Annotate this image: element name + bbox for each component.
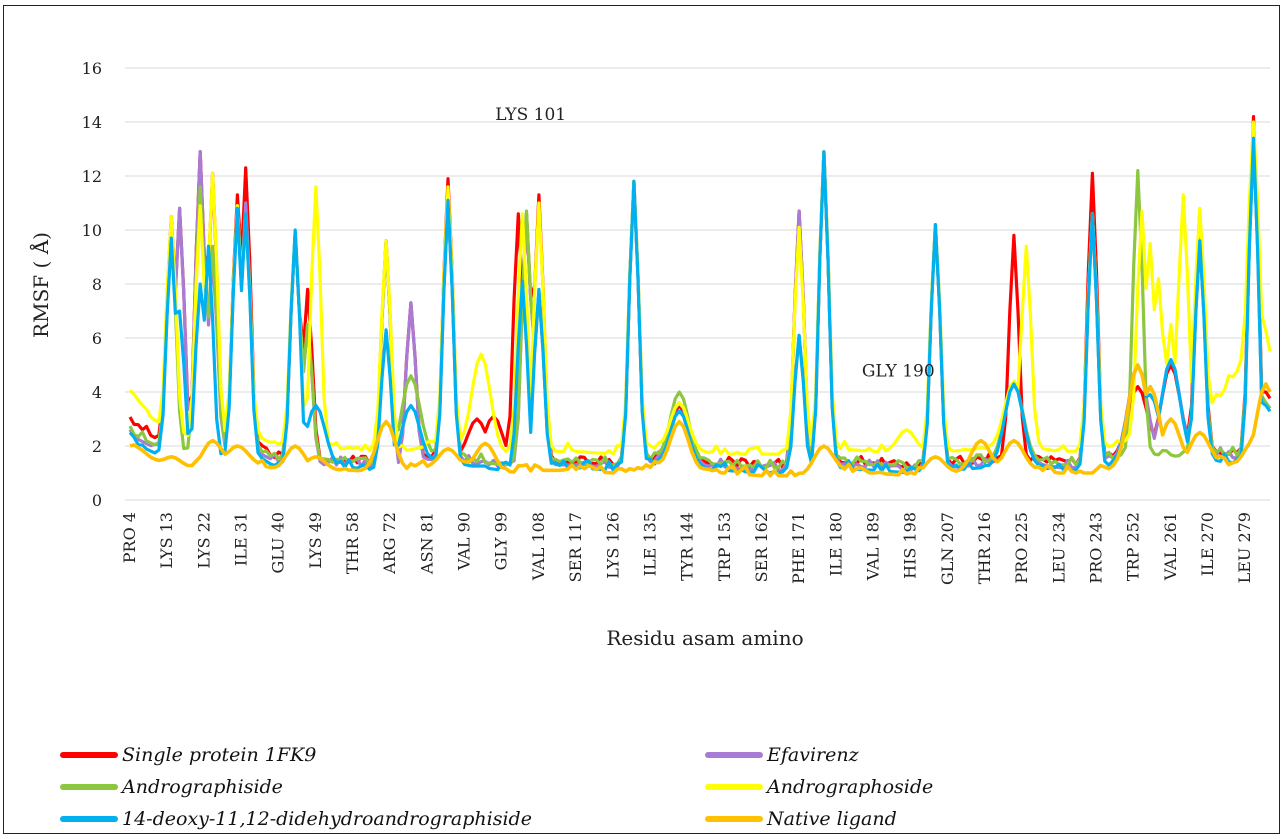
legend-swatch: [705, 752, 763, 758]
x-tick-label: GLU 40: [269, 512, 288, 573]
y-tick-label: 0: [92, 491, 102, 510]
legend-swatch: [60, 752, 118, 758]
x-tick-label: LEU 279: [1235, 512, 1254, 583]
x-tick-label: ILE 135: [640, 512, 659, 576]
x-tick-label: SER 162: [752, 512, 771, 582]
x-tick-label: ILE 270: [1198, 512, 1217, 576]
x-tick-label: VAL 189: [863, 512, 882, 581]
legend-label: Efavirenz: [767, 744, 859, 766]
x-tick-label: PRO 243: [1087, 512, 1106, 584]
legend-swatch: [705, 816, 763, 822]
y-tick-labels: 0 2 4 6 8 10 12 14 16: [82, 59, 102, 510]
x-axis-title: Residu asam amino: [606, 626, 803, 650]
y-tick-label: 12: [82, 167, 102, 186]
legend-swatch: [60, 816, 118, 822]
y-axis-title: RMSF ( Å): [28, 232, 53, 338]
x-tick-label: PRO 225: [1012, 512, 1031, 584]
x-tick-labels: PRO 4 LYS 13 LYS 22 ILE 31 GLU 40 LYS 49 THR 5…: [120, 512, 1254, 585]
legend-item: Andrographiside: [60, 774, 283, 800]
series-lines: [128, 115, 1272, 478]
x-tick-label: LYS 13: [157, 512, 176, 569]
x-tick-label: LYS 49: [306, 512, 325, 569]
x-tick-label: PRO 4: [120, 512, 139, 563]
legend-item: Native ligand: [705, 806, 897, 832]
legend-swatch: [705, 784, 763, 790]
y-tick-label: 16: [82, 59, 102, 78]
legend-item: Andrographoside: [705, 774, 933, 800]
legend-item: 14-deoxy-11,12-didehydroandrographiside: [60, 806, 532, 832]
x-tick-label: VAL 261: [1161, 512, 1180, 581]
x-tick-label: THR 58: [343, 512, 362, 574]
legend-label: 14-deoxy-11,12-didehydroandrographiside: [122, 808, 532, 830]
x-tick-label: PHE 171: [789, 512, 808, 584]
y-tick-label: 6: [92, 329, 102, 348]
y-tick-label: 2: [92, 437, 102, 456]
x-tick-label: VAL 108: [529, 512, 548, 581]
series-line: [128, 120, 1272, 456]
series-line: [129, 363, 1272, 478]
y-tick-label: 8: [92, 275, 102, 294]
annotations: LYS 101 GLY 190: [495, 105, 935, 381]
x-tick-label: THR 216: [975, 512, 994, 584]
x-tick-label: ARG 72: [380, 512, 399, 575]
annotation-label: GLY 190: [862, 361, 935, 381]
legend-label: Native ligand: [767, 808, 897, 830]
legend-item: Single protein 1FK9: [60, 742, 316, 768]
x-tick-label: HIS 198: [901, 512, 920, 579]
x-tick-label: ILE 31: [232, 512, 251, 566]
x-tick-label: SER 117: [566, 512, 585, 582]
annotation-label: LYS 101: [495, 105, 566, 125]
x-tick-label: LYS 126: [603, 512, 622, 579]
x-tick-label: ASN 81: [417, 512, 436, 575]
x-tick-label: LYS 22: [194, 512, 213, 569]
x-tick-label: GLY 99: [492, 512, 511, 570]
legend-swatch: [60, 784, 118, 790]
x-tick-label: ILE 180: [826, 512, 845, 576]
legend-label: Andrographoside: [767, 776, 934, 798]
x-tick-label: TRP 153: [715, 512, 734, 581]
series-line: [128, 136, 1272, 475]
legend-label: Single protein 1FK9: [122, 744, 317, 766]
x-tick-label: VAL 90: [455, 512, 474, 571]
legend-item: Efavirenz: [705, 742, 859, 768]
y-tick-label: 4: [92, 383, 102, 402]
legend: Single protein 1FK9 Efavirenz Andrographis…: [60, 742, 1240, 832]
legend-label: Andrographiside: [122, 776, 283, 798]
x-tick-label: TRP 252: [1124, 512, 1143, 581]
y-tick-label: 14: [82, 113, 102, 132]
x-tick-label: LEU 234: [1049, 512, 1068, 583]
x-tick-label: GLN 207: [938, 512, 957, 585]
y-tick-label: 10: [82, 221, 102, 240]
x-tick-label: TYR 144: [678, 512, 697, 581]
